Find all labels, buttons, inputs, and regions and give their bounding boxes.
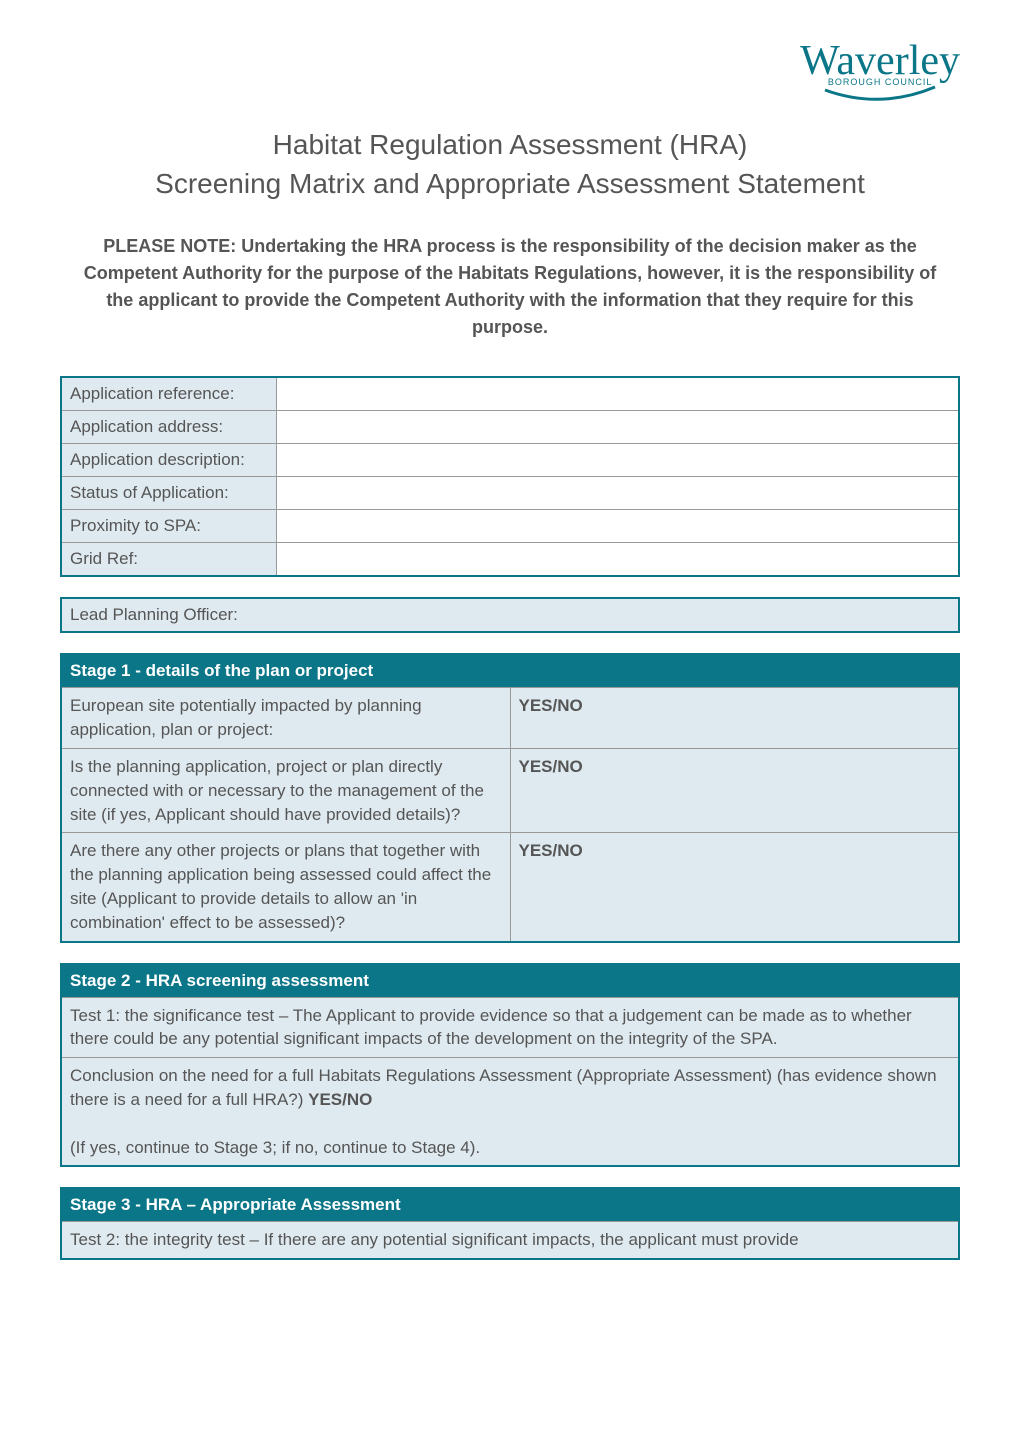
stage2-instruction: (If yes, continue to Stage 3; if no, con… — [70, 1138, 480, 1157]
stage1-header: Stage 1 - details of the plan or project — [61, 654, 959, 688]
app-description-value[interactable] — [276, 444, 959, 477]
table-row: Are there any other projects or plans th… — [61, 833, 959, 942]
table-row: Test 1: the significance test – The Appl… — [61, 997, 959, 1058]
logo-script-text: Waverley — [800, 40, 960, 82]
stage2-test1: Test 1: the significance test – The Appl… — [61, 997, 959, 1058]
grid-ref-label: Grid Ref: — [61, 543, 276, 577]
stage1-a3[interactable]: YES/NO — [510, 833, 959, 942]
proximity-spa-value[interactable] — [276, 510, 959, 543]
officer-table: Lead Planning Officer: — [60, 597, 960, 633]
table-row: Grid Ref: — [61, 543, 959, 577]
stage1-table: Stage 1 - details of the plan or project… — [60, 653, 960, 942]
logo-container: Waverley BOROUGH COUNCIL — [60, 40, 960, 110]
table-header-row: Stage 3 - HRA – Appropriate Assessment — [61, 1188, 959, 1222]
lead-officer-label: Lead Planning Officer: — [61, 598, 959, 632]
stage2-conclusion: Conclusion on the need for a full Habita… — [61, 1058, 959, 1167]
app-reference-label: Application reference: — [61, 377, 276, 411]
table-row: Is the planning application, project or … — [61, 748, 959, 832]
stage1-q1: European site potentially impacted by pl… — [61, 688, 510, 749]
stage1-a2[interactable]: YES/NO — [510, 748, 959, 832]
app-description-label: Application description: — [61, 444, 276, 477]
table-row: Conclusion on the need for a full Habita… — [61, 1058, 959, 1167]
stage1-q2: Is the planning application, project or … — [61, 748, 510, 832]
table-row: Application description: — [61, 444, 959, 477]
table-header-row: Stage 1 - details of the plan or project — [61, 654, 959, 688]
grid-ref-value[interactable] — [276, 543, 959, 577]
stage2-table: Stage 2 - HRA screening assessment Test … — [60, 963, 960, 1168]
stage2-header: Stage 2 - HRA screening assessment — [61, 964, 959, 998]
stage1-q3: Are there any other projects or plans th… — [61, 833, 510, 942]
page-title: Habitat Regulation Assessment (HRA) Scre… — [60, 125, 960, 203]
stage1-a1[interactable]: YES/NO — [510, 688, 959, 749]
table-row: European site potentially impacted by pl… — [61, 688, 959, 749]
stage2-conclusion-text: Conclusion on the need for a full Habita… — [70, 1066, 937, 1109]
app-address-label: Application address: — [61, 411, 276, 444]
table-row: Application address: — [61, 411, 959, 444]
title-line1: Habitat Regulation Assessment (HRA) — [273, 129, 748, 160]
please-note: PLEASE NOTE: Undertaking the HRA process… — [60, 233, 960, 341]
app-address-value[interactable] — [276, 411, 959, 444]
title-line2: Screening Matrix and Appropriate Assessm… — [155, 168, 865, 199]
logo-swoosh-icon — [820, 85, 940, 105]
table-row: Status of Application: — [61, 477, 959, 510]
table-row: Lead Planning Officer: — [61, 598, 959, 632]
proximity-spa-label: Proximity to SPA: — [61, 510, 276, 543]
stage2-conclusion-answer[interactable]: YES/NO — [308, 1090, 372, 1109]
app-reference-value[interactable] — [276, 377, 959, 411]
stage3-test2: Test 2: the integrity test – If there ar… — [61, 1222, 959, 1259]
table-row: Proximity to SPA: — [61, 510, 959, 543]
application-info-table: Application reference: Application addre… — [60, 376, 960, 577]
table-header-row: Stage 2 - HRA screening assessment — [61, 964, 959, 998]
waverley-logo: Waverley BOROUGH COUNCIL — [800, 40, 960, 110]
stage3-table: Stage 3 - HRA – Appropriate Assessment T… — [60, 1187, 960, 1260]
app-status-label: Status of Application: — [61, 477, 276, 510]
table-row: Test 2: the integrity test – If there ar… — [61, 1222, 959, 1259]
table-row: Application reference: — [61, 377, 959, 411]
app-status-value[interactable] — [276, 477, 959, 510]
stage3-header: Stage 3 - HRA – Appropriate Assessment — [61, 1188, 959, 1222]
